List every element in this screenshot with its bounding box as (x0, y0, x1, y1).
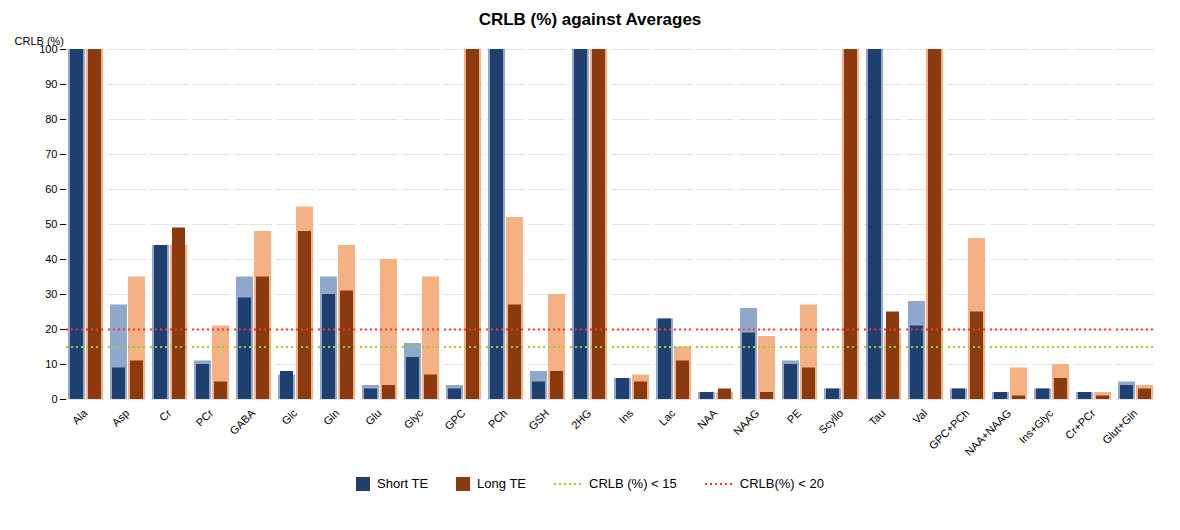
svg-text:Scyllo: Scyllo (816, 407, 845, 436)
svg-text:40: 40 (45, 253, 57, 265)
svg-text:50: 50 (45, 218, 57, 230)
svg-text:GSH: GSH (526, 407, 551, 432)
svg-text:Lac: Lac (656, 406, 677, 427)
svg-text:2HG: 2HG (569, 407, 593, 431)
html-text:CRLB(%) < 20: CRLB(%) < 20 (739, 476, 824, 491)
svg-text:90: 90 (45, 78, 57, 90)
svg-text:Cr: Cr (157, 407, 174, 424)
svg-text:60: 60 (45, 183, 57, 195)
svg-text:70: 70 (45, 148, 57, 160)
html-text:CRLB (%) against Averages: CRLB (%) against Averages (478, 10, 702, 29)
svg-text:Asp: Asp (110, 407, 132, 429)
html-text:CRLB (%) < 15: CRLB (%) < 15 (589, 476, 677, 491)
svg-text:100: 100 (39, 43, 58, 55)
svg-text:Glu: Glu (363, 407, 384, 428)
svg-text:0: 0 (51, 393, 57, 405)
svg-text:10: 10 (45, 358, 57, 370)
svg-text:Glc: Glc (279, 406, 300, 427)
svg-text:NAA+NAAG: NAA+NAAG (962, 407, 1013, 458)
svg-text:Glyc: Glyc (401, 406, 425, 430)
svg-text:30: 30 (45, 288, 57, 300)
svg-text:20: 20 (45, 323, 57, 335)
svg-text:Glut+Gln: Glut+Gln (1100, 407, 1139, 446)
svg-text:Cr+PCr: Cr+PCr (1063, 407, 1098, 442)
svg-text:PCr: PCr (194, 407, 216, 429)
svg-text:80: 80 (45, 113, 57, 125)
svg-text:Tau: Tau (866, 407, 887, 428)
html-text:Short TE: Short TE (377, 476, 429, 491)
svg-text:Gln: Gln (321, 407, 342, 428)
svg-text:Ins: Ins (617, 406, 636, 425)
svg-text:GPC: GPC (442, 407, 467, 432)
svg-text:CRLB (%): CRLB (%) (15, 35, 65, 47)
svg-text:GPC+PCh: GPC+PCh (926, 407, 971, 452)
svg-text:Val: Val (910, 407, 929, 426)
svg-text:Ala: Ala (70, 406, 90, 426)
svg-text:GABA: GABA (227, 406, 258, 437)
svg-text:NAA: NAA (695, 406, 720, 431)
svg-text:NAAG: NAAG (731, 407, 762, 438)
svg-text:PE: PE (785, 407, 804, 426)
html-text:Long TE: Long TE (477, 476, 526, 491)
svg-text:Ins+Glyc: Ins+Glyc (1016, 406, 1055, 445)
svg-text:PCh: PCh (486, 407, 510, 431)
